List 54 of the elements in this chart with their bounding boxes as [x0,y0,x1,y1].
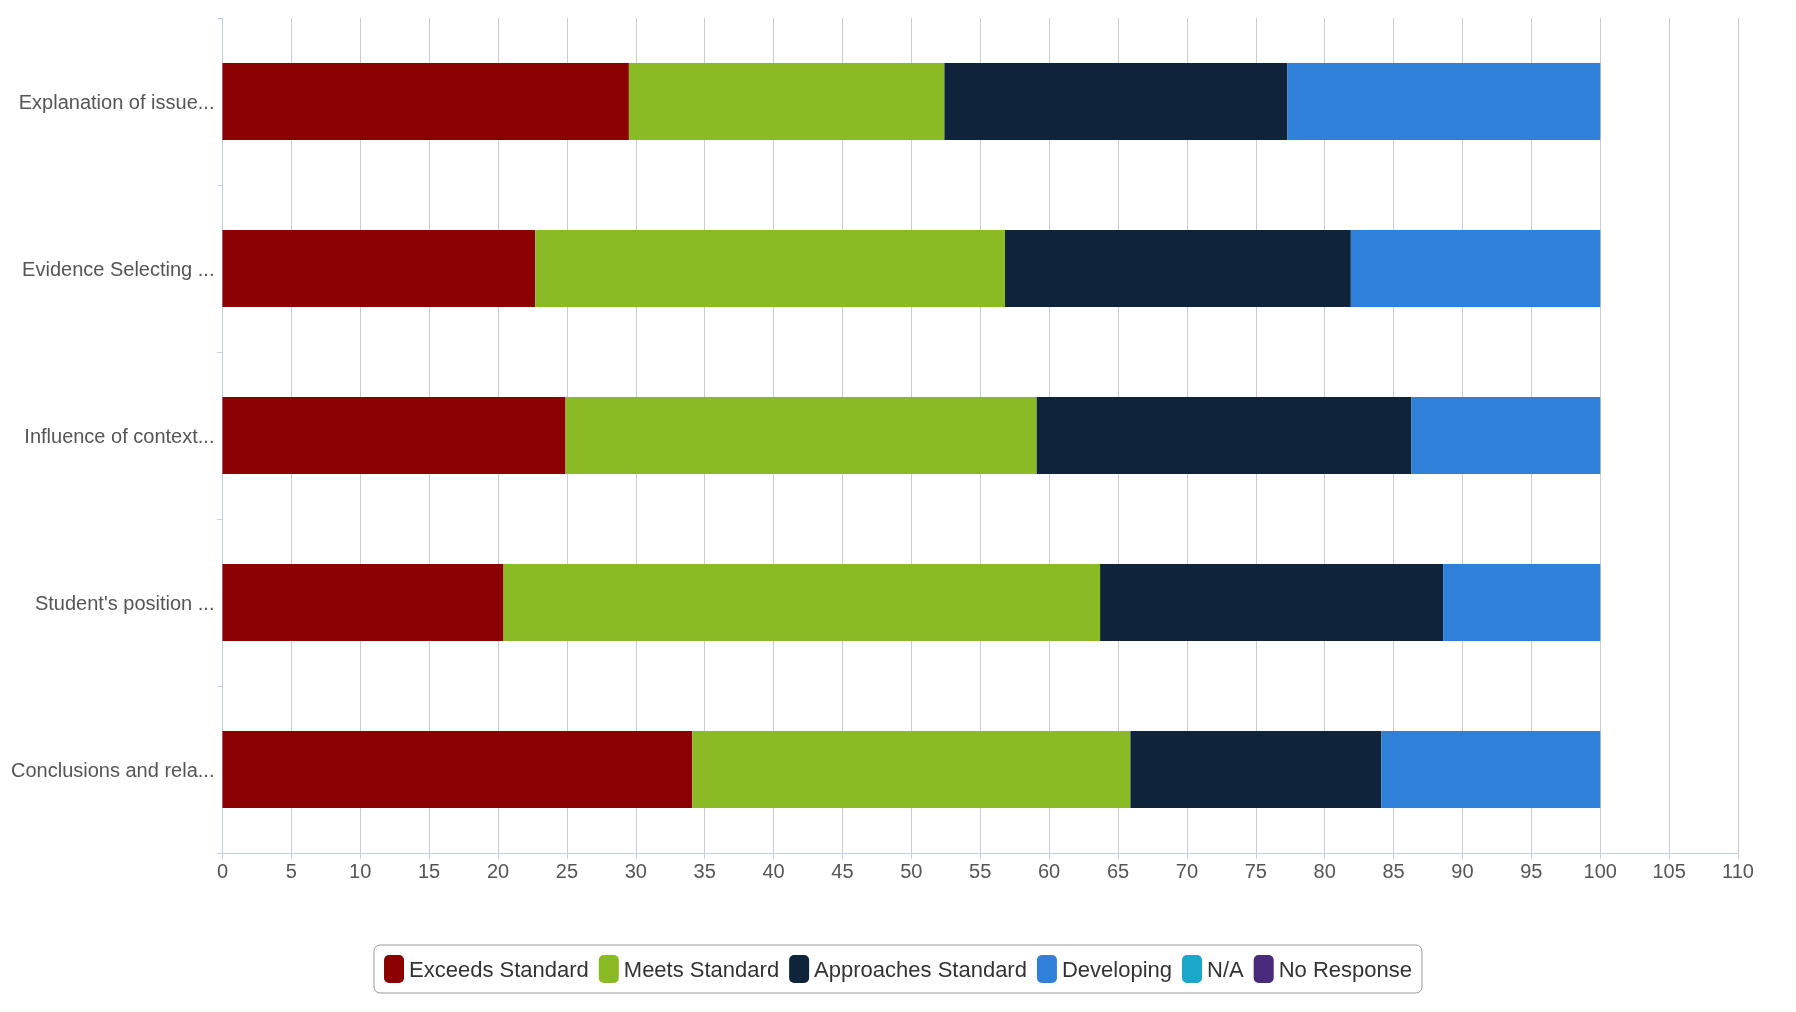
bar [692,731,1131,808]
x-tick-label: 30 [624,860,647,882]
bar [628,63,945,140]
x-tick-label: 50 [900,860,923,882]
x-tick-label: 100 [1583,860,1617,882]
bar [222,230,536,307]
x-tick-label: 35 [693,860,716,882]
bar [1130,731,1382,808]
x-tick-label: 95 [1520,860,1543,882]
x-tick-label: 0 [216,860,229,882]
legend-label: No Response [1278,956,1412,982]
x-tick-label: 85 [1382,860,1405,882]
x-tick-label: 25 [555,860,579,882]
x-tick-label: 60 [1037,860,1061,882]
legend-label: Meets Standard [623,956,780,982]
legend-label: Approaches Standard [814,956,1027,982]
x-tick-label: 110 [1722,860,1754,882]
x-tick-label: 45 [831,860,854,882]
y-tick-label: Influence of context... [24,424,215,447]
bar [1381,731,1601,808]
y-tick-label: Explanation of issue... [18,90,215,113]
y-tick-label: Student's position ... [34,591,215,614]
x-tick-label: 10 [349,860,372,882]
x-tick-label: 20 [486,860,510,882]
legend-label: Exceeds Standard [409,956,589,982]
legend-label: Developing [1061,956,1173,982]
x-tick-label: 15 [417,860,441,882]
y-tick-label: Conclusions and rela... [10,758,215,781]
y-tick-label: Evidence Selecting ... [22,257,215,280]
x-tick-label: 40 [762,860,785,882]
x-tick-label: 5 [285,860,297,882]
bar [944,63,1288,140]
bar [1005,230,1351,307]
bar [1350,230,1601,307]
bar [1287,63,1601,140]
bar [1100,564,1444,641]
legend-label: N/A [1207,956,1244,982]
bar [503,564,1101,641]
bar [535,230,1006,307]
bar [222,63,629,140]
x-tick-label: 80 [1313,860,1336,882]
x-tick-label: 75 [1244,860,1267,882]
x-tick-label: 105 [1652,860,1686,882]
x-tick-label: 70 [1175,860,1199,882]
bar [222,397,566,474]
bar [1443,564,1601,641]
bar [222,731,693,808]
bar [1411,397,1601,474]
bar [565,397,1037,474]
x-tick-label: 55 [969,860,992,882]
x-tick-label: 65 [1106,860,1130,882]
bar [222,564,504,641]
bar [1036,397,1412,474]
x-tick-label: 90 [1451,860,1474,882]
